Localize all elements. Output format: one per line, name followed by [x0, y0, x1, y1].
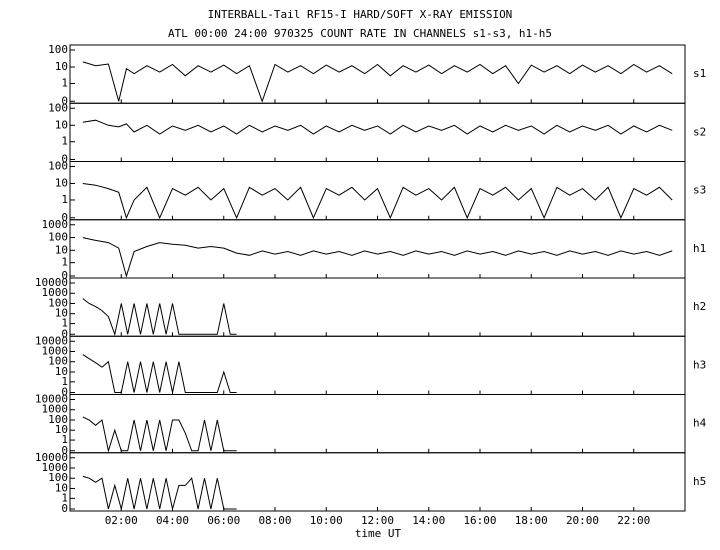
chart-title: INTERBALL-Tail RF15-I HARD/SOFT X-RAY EM… [208, 8, 513, 21]
panel-label: h5 [693, 475, 706, 488]
y-tick-label: 0 [61, 94, 68, 107]
data-line [82, 183, 673, 220]
data-line [82, 354, 237, 393]
y-tick-label: 0 [61, 153, 68, 166]
y-tick-label: 100 [48, 160, 68, 173]
x-tick-label: 10:00 [310, 514, 343, 527]
data-line [82, 61, 673, 103]
panel-frame [69, 44, 686, 104]
y-tick-label: 10 [55, 307, 68, 320]
panel-frame [69, 452, 686, 512]
y-tick-label: 1 [61, 433, 68, 446]
y-tick-label: 10000 [35, 451, 68, 464]
data-line [82, 119, 673, 135]
x-tick-label: 14:00 [412, 514, 445, 527]
panel-frame [69, 335, 686, 395]
y-tick-label: 1000 [42, 344, 69, 357]
y-tick-label: 100 [48, 231, 68, 244]
data-line [82, 237, 673, 278]
panel-label: h2 [693, 300, 706, 313]
y-tick-label: 1 [61, 317, 68, 330]
y-tick-label: 100 [48, 101, 68, 114]
x-tick-label: 12:00 [361, 514, 394, 527]
panel-label: s2 [693, 125, 706, 138]
y-tick-label: 1 [61, 135, 68, 148]
y-tick-label: 10 [55, 118, 68, 131]
y-tick-label: 1000 [42, 403, 69, 416]
x-tick-label: 20:00 [566, 514, 599, 527]
y-tick-label: 10 [55, 60, 68, 73]
y-tick-label: 1000 [42, 218, 69, 231]
y-tick-label: 100 [48, 471, 68, 484]
y-tick-label: 10 [55, 365, 68, 378]
y-tick-label: 10 [55, 423, 68, 436]
y-tick-label: 100 [48, 296, 68, 309]
y-tick-label: 0 [61, 327, 68, 340]
panel-label: h4 [693, 417, 707, 430]
panel-label: h3 [693, 358, 706, 371]
panel-label: s3 [693, 184, 706, 197]
y-tick-label: 100 [48, 413, 68, 426]
x-axis-label: time UT [355, 527, 402, 540]
y-tick-label: 0 [61, 269, 68, 282]
panel-frame [69, 277, 686, 337]
y-tick-label: 10 [55, 481, 68, 494]
y-tick-label: 1 [61, 256, 68, 269]
chart-subtitle: ATL 00:00 24:00 970325 COUNT RATE IN CHA… [168, 27, 552, 40]
y-tick-label: 1 [61, 491, 68, 504]
data-line [82, 416, 237, 453]
y-tick-label: 0 [61, 211, 68, 224]
y-tick-label: 0 [61, 502, 68, 515]
y-tick-label: 10 [55, 177, 68, 190]
y-tick-label: 1 [61, 193, 68, 206]
y-tick-label: 100 [48, 355, 68, 368]
x-tick-label: 22:00 [617, 514, 650, 527]
y-tick-label: 10000 [35, 276, 68, 289]
y-tick-label: 10 [55, 243, 68, 256]
panel-frame [69, 394, 686, 454]
x-tick-label: 04:00 [156, 514, 189, 527]
y-tick-label: 1 [61, 375, 68, 388]
y-tick-label: 10000 [35, 393, 68, 406]
x-tick-label: 16:00 [463, 514, 496, 527]
x-tick-label: 02:00 [105, 514, 138, 527]
y-tick-label: 1000 [42, 286, 69, 299]
data-line [82, 475, 237, 510]
y-tick-label: 0 [61, 386, 68, 399]
x-tick-label: 18:00 [515, 514, 548, 527]
panel-label: h1 [693, 242, 706, 255]
y-tick-label: 0 [61, 444, 68, 457]
y-tick-label: 1000 [42, 461, 69, 474]
panel-label: s1 [693, 67, 706, 80]
y-tick-label: 100 [48, 43, 68, 56]
x-tick-label: 08:00 [258, 514, 291, 527]
x-tick-label: 06:00 [207, 514, 240, 527]
data-line [82, 298, 237, 337]
panel-frame [69, 219, 686, 279]
y-tick-label: 10000 [35, 334, 68, 347]
y-tick-label: 1 [61, 76, 68, 89]
